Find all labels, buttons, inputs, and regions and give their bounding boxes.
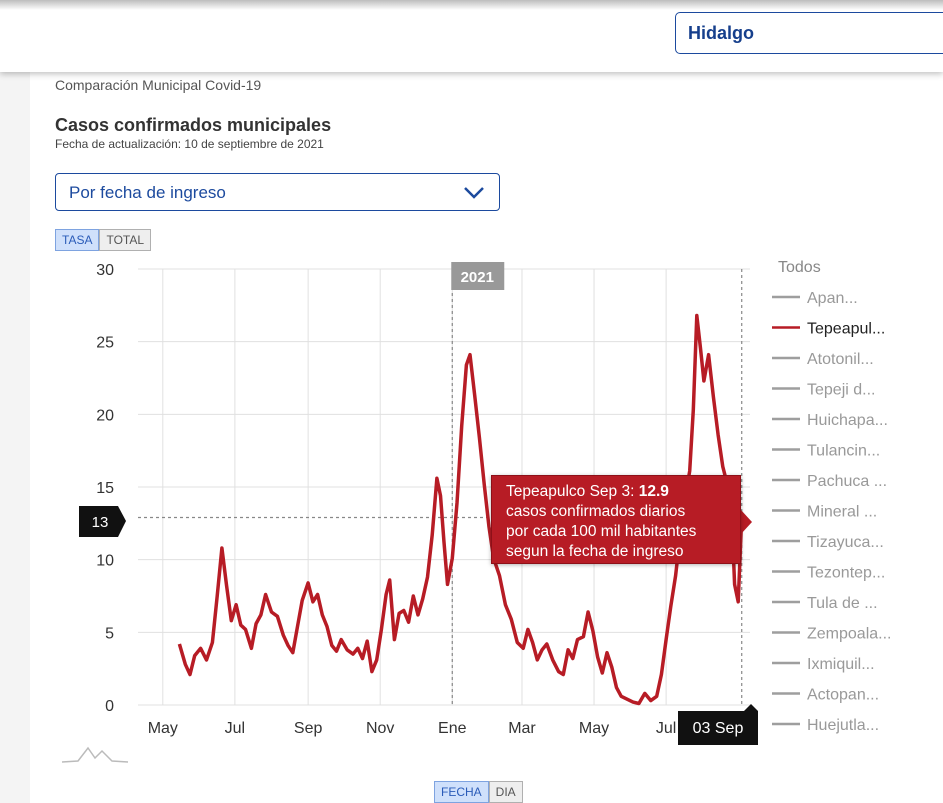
tooltip-line-4: segun la fecha de ingreso: [506, 543, 684, 560]
hover-y-label: 13: [92, 514, 109, 531]
toggle-tasa-button[interactable]: TASA: [55, 229, 100, 251]
y-tick-label: 20: [96, 407, 114, 424]
top-bar-shadow: [0, 0, 943, 10]
legend-item-label: Pachuca ...: [807, 473, 887, 490]
state-selector-value: Hidalgo: [688, 23, 754, 43]
legend-item-label: Apan...: [807, 290, 858, 307]
x-tick-label: Ene: [438, 720, 467, 737]
sparkline-icon: [61, 746, 129, 763]
legend-item-label: Tezontep...: [807, 565, 885, 582]
y-tick-label: 25: [96, 335, 114, 352]
tooltip-line-3: por cada 100 mil habitantes: [506, 523, 697, 540]
axis-toggle: FECHA DIA: [434, 781, 523, 803]
y-tick-label: 5: [105, 625, 114, 642]
toggle-fecha-button[interactable]: FECHA: [434, 781, 489, 803]
y-tick-label: 0: [105, 698, 114, 715]
chart-tooltip: Tepeapulco Sep 3: 12.9 casos confirmados…: [491, 475, 741, 564]
hover-x-label: 03 Sep: [693, 720, 744, 737]
legend-item-label: Huejutla...: [807, 717, 879, 734]
legend-title: Todos: [778, 259, 821, 276]
y-tick-label: 10: [96, 553, 114, 570]
x-tick-label: Nov: [366, 720, 394, 737]
year-marker-badge: [451, 262, 505, 290]
legend-item-label: Tepeji d...: [807, 382, 875, 399]
legend-item-label: Actopan...: [807, 687, 879, 704]
chevron-down-icon: [464, 187, 484, 199]
hover-x-badge: [678, 711, 758, 745]
tooltip-value: 12.9: [638, 483, 669, 500]
legend-item-label: Mineral ...: [807, 504, 877, 521]
legend-item-label: Atotonil...: [807, 351, 874, 368]
x-tick-label: May: [579, 720, 609, 737]
date-type-dropdown-value: Por fecha de ingreso: [69, 183, 226, 202]
hover-y-badge: [79, 506, 126, 537]
y-tick-label: 15: [96, 480, 114, 497]
legend-item-label: Tizayuca...: [807, 534, 884, 551]
legend-item-label: Tulancin...: [807, 443, 880, 460]
legend-item-label: Ixmiquil...: [807, 656, 875, 673]
state-selector[interactable]: Hidalgo: [675, 12, 943, 54]
update-date: Fecha de actualización: 10 de septiembre…: [55, 137, 324, 151]
tooltip-line-2: casos confirmados diarios: [506, 503, 686, 520]
legend-item-label: Tepeapul...: [807, 321, 885, 338]
toggle-dia-button[interactable]: DIA: [488, 781, 523, 803]
x-tick-label: Mar: [508, 720, 536, 737]
legend-item-label: Zempoala...: [807, 626, 891, 643]
date-type-dropdown[interactable]: Por fecha de ingreso: [55, 173, 500, 211]
x-tick-label: Jul: [656, 720, 676, 737]
x-tick-label: Jul: [225, 720, 245, 737]
hover-x-badge-pointer: [744, 704, 758, 711]
section-kicker: Comparación Municipal Covid-19: [55, 77, 262, 93]
legend-item-label: Tula de ...: [807, 595, 878, 612]
tooltip-label: Tepeapulco Sep 3:: [506, 483, 639, 500]
year-marker-label: 2021: [461, 269, 494, 286]
x-tick-label: May: [148, 720, 178, 737]
metric-toggle: TASA TOTAL: [55, 229, 152, 251]
tooltip-pointer: [741, 510, 752, 534]
x-tick-label: Sep: [294, 720, 323, 737]
legend-item-label: Huichapa...: [807, 412, 888, 429]
chart-title: Casos confirmados municipales: [55, 115, 332, 135]
y-tick-label: 30: [96, 262, 114, 279]
toggle-total-button[interactable]: TOTAL: [99, 229, 152, 251]
series-line-tepeapulco: [177, 313, 744, 706]
top-bar: Hidalgo: [0, 0, 943, 72]
